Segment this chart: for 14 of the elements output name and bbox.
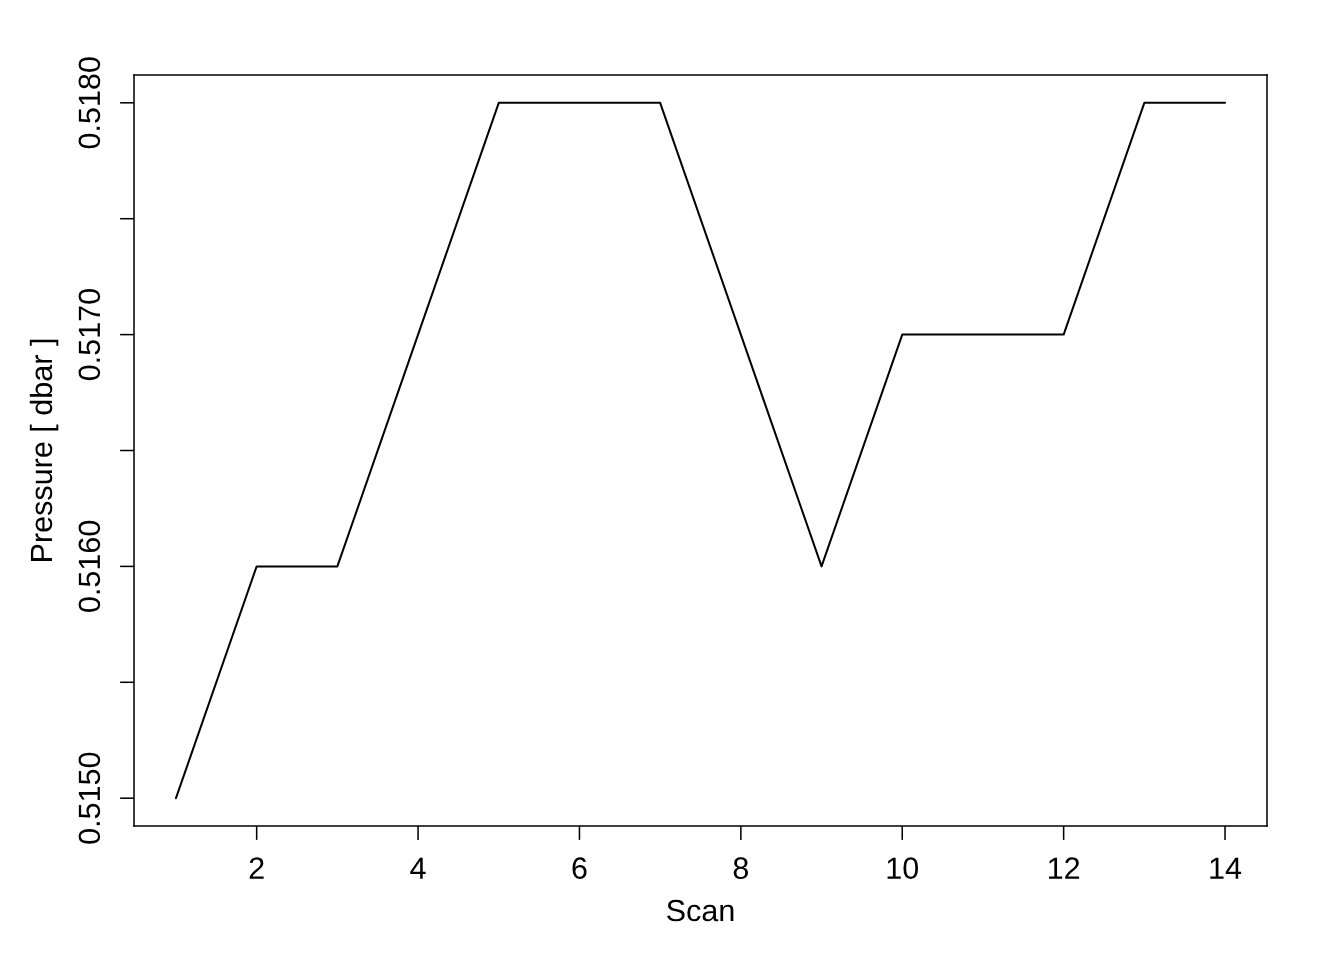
y-tick-label: 0.5150: [78, 752, 101, 844]
x-tick-label: 10: [887, 857, 919, 879]
x-tick-label: 4: [410, 857, 426, 879]
y-tick-label: 0.5180: [78, 57, 101, 149]
x-tick-label: 14: [1210, 857, 1242, 879]
y-axis-title: Pressure [ dbar ]: [29, 339, 59, 561]
x-tick-label: 2: [249, 857, 264, 879]
x-tick-label: 6: [572, 857, 587, 879]
line-series: [174, 101, 1227, 800]
x-tick-label: 8: [733, 857, 749, 879]
x-axis-title: Scan: [667, 899, 734, 922]
y-tick-label: 0.5170: [78, 289, 101, 381]
x-tick-label: 12: [1048, 857, 1080, 879]
y-tick-label: 0.5160: [78, 520, 101, 612]
